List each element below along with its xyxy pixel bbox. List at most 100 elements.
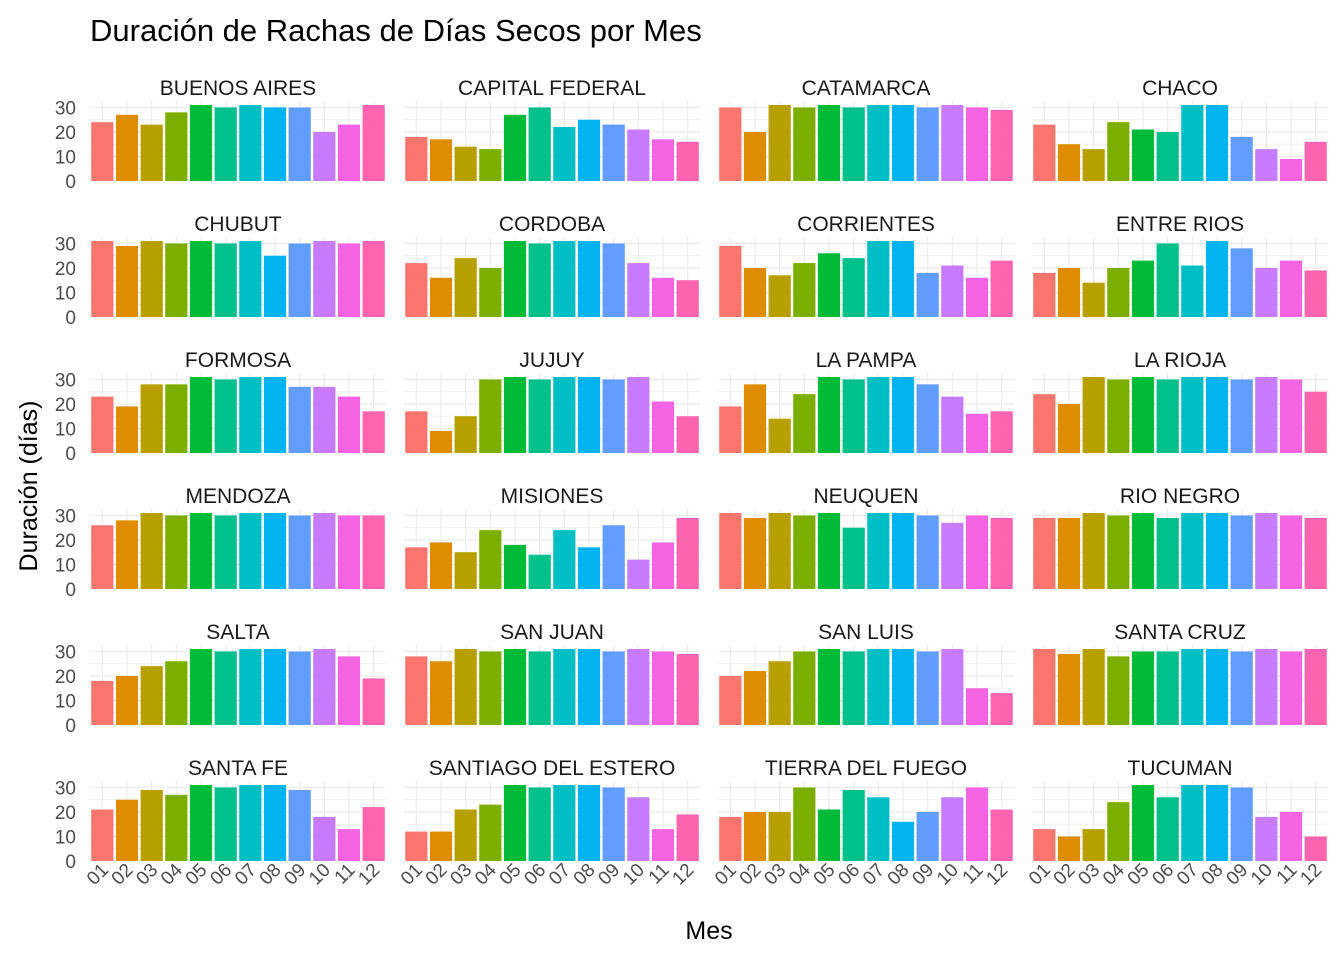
bar — [454, 809, 477, 861]
bar — [842, 258, 865, 317]
bar — [743, 384, 767, 453]
bar — [965, 277, 989, 317]
bar — [793, 107, 816, 181]
bar — [1057, 403, 1081, 453]
bar — [1205, 513, 1229, 589]
bar — [891, 513, 915, 589]
bar — [941, 522, 964, 589]
bar — [1033, 517, 1056, 589]
y-tick-label: 10 — [55, 419, 76, 440]
bar — [362, 105, 385, 181]
bar — [768, 418, 791, 453]
panel: LA PAMPA — [718, 349, 1014, 453]
bar — [793, 651, 816, 725]
bar — [719, 245, 742, 317]
bar — [115, 799, 139, 861]
bar — [627, 377, 650, 453]
bar — [1230, 136, 1253, 181]
bar — [891, 377, 915, 453]
bar — [1230, 515, 1253, 589]
bar — [1279, 651, 1303, 725]
bar — [263, 649, 287, 725]
bar — [405, 411, 428, 453]
y-tick-label: 0 — [65, 308, 76, 329]
bar — [479, 379, 502, 453]
y-tick-label: 10 — [55, 147, 76, 168]
bar — [239, 649, 262, 725]
bar — [429, 542, 453, 589]
bar — [867, 513, 890, 589]
bar — [916, 384, 939, 453]
facet-label: FORMOSA — [185, 349, 291, 372]
bar — [1304, 649, 1327, 725]
panel: SAN LUIS — [718, 621, 1014, 725]
bar — [602, 787, 625, 861]
bar — [577, 241, 601, 317]
bar — [842, 107, 865, 181]
facet-label: TIERRA DEL FUEGO — [765, 757, 967, 780]
bar — [189, 785, 213, 861]
bar — [1131, 260, 1155, 317]
bar — [1304, 270, 1327, 317]
bar — [1131, 377, 1155, 453]
bar — [1156, 651, 1179, 725]
bar — [1230, 787, 1253, 861]
bar — [743, 517, 767, 589]
bar — [313, 386, 336, 453]
bar — [1033, 124, 1056, 181]
bar — [990, 411, 1013, 453]
bar — [239, 241, 262, 317]
bar — [1131, 129, 1155, 181]
panel: FORMOSA 0 10 20 30 — [55, 349, 386, 465]
y-tick-label: 20 — [55, 667, 76, 688]
bar — [627, 797, 650, 861]
bar — [1279, 260, 1303, 317]
y-tick-label: 10 — [55, 283, 76, 304]
bar — [165, 243, 188, 317]
bar — [817, 513, 841, 589]
bar — [1156, 797, 1179, 861]
panel: NEUQUEN — [718, 485, 1014, 589]
bar — [867, 105, 890, 181]
bar — [553, 377, 576, 453]
bar — [528, 787, 551, 861]
y-tick-label: 20 — [55, 803, 76, 824]
bar — [288, 651, 311, 725]
bar — [719, 816, 742, 861]
bar — [1304, 141, 1327, 181]
bar — [288, 386, 311, 453]
bar — [817, 649, 841, 725]
bar — [577, 377, 601, 453]
panel: RIO NEGRO — [1032, 485, 1328, 589]
bar — [965, 107, 989, 181]
y-tick-label: 0 — [65, 716, 76, 737]
y-tick-label: 30 — [55, 642, 76, 663]
bar — [1304, 836, 1327, 861]
bar — [817, 253, 841, 317]
bar — [1230, 379, 1253, 453]
bar — [189, 241, 213, 317]
bar — [602, 651, 625, 725]
bar — [990, 809, 1013, 861]
bar — [867, 241, 890, 317]
bar — [263, 513, 287, 589]
bar — [651, 651, 675, 725]
bar — [313, 649, 336, 725]
bar — [189, 513, 213, 589]
x-tick-label: 12 — [354, 860, 384, 890]
bar — [817, 377, 841, 453]
bar — [1107, 802, 1130, 861]
bar — [91, 122, 114, 181]
y-tick-label: 10 — [55, 691, 76, 712]
bar — [990, 693, 1013, 725]
bar — [1304, 391, 1327, 453]
bar — [965, 688, 989, 725]
bar — [313, 241, 336, 317]
panel: CHUBUT 0 10 20 30 — [55, 213, 386, 329]
bar — [891, 821, 915, 861]
bar — [743, 131, 767, 181]
bar — [842, 789, 865, 861]
bar — [1255, 377, 1278, 453]
